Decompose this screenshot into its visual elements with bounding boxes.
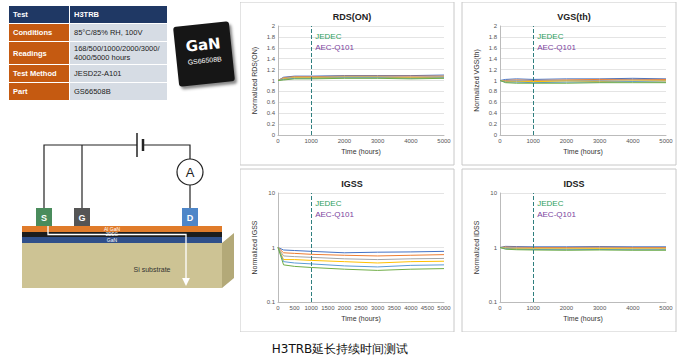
svg-text:2: 2	[272, 23, 276, 29]
svg-text:10: 10	[490, 190, 497, 196]
svg-text:4500: 4500	[421, 305, 435, 311]
svg-text:0: 0	[494, 132, 498, 138]
svg-text:10: 10	[268, 190, 275, 196]
html-text:JESD22-A101: JESD22-A101	[74, 69, 122, 78]
svg-text:3000: 3000	[593, 305, 607, 311]
svg-text:1.8: 1.8	[267, 34, 276, 40]
svg-text:VGS(th): VGS(th)	[557, 12, 591, 22]
svg-text:0.6: 0.6	[267, 99, 276, 105]
html-text:Readings: Readings	[13, 48, 47, 58]
svg-text:3000: 3000	[593, 138, 607, 144]
svg-text:1: 1	[494, 78, 498, 84]
html-text:GS66508B: GS66508B	[74, 87, 111, 96]
svg-text:D: D	[187, 213, 194, 223]
svg-text:Time (hours): Time (hours)	[563, 315, 602, 323]
svg-text:JEDEC: JEDEC	[315, 199, 341, 208]
svg-text:0: 0	[272, 132, 276, 138]
svg-text:AEC-Q101: AEC-Q101	[315, 43, 354, 52]
svg-text:Normalized VGS(th): Normalized VGS(th)	[473, 49, 481, 112]
html-text:H3TRB: H3TRB	[74, 10, 99, 19]
svg-text:Normalized IDSS: Normalized IDSS	[473, 220, 480, 274]
svg-text:GaN: GaN	[107, 237, 118, 243]
svg-text:S: S	[41, 213, 47, 223]
svg-text:0.4: 0.4	[267, 110, 276, 116]
svg-text:2000: 2000	[560, 138, 574, 144]
svg-text:0.2: 0.2	[489, 121, 498, 127]
svg-text:1500: 1500	[321, 305, 335, 311]
svg-text:1: 1	[494, 245, 498, 251]
svg-text:JEDEC: JEDEC	[537, 199, 563, 208]
svg-text:Normalized RDS(ON): Normalized RDS(ON)	[251, 47, 259, 114]
svg-text:0.6: 0.6	[489, 99, 498, 105]
html-text:GS66508B: GS66508B	[187, 55, 223, 66]
html-text:Conditions: Conditions	[13, 28, 53, 37]
svg-text:0.2: 0.2	[267, 121, 276, 127]
svg-text:5000: 5000	[437, 305, 451, 311]
svg-text:IGSS: IGSS	[341, 179, 363, 189]
svg-text:1.6: 1.6	[489, 45, 498, 51]
svg-text:IDSS: IDSS	[563, 179, 584, 189]
svg-text:AEC-Q101: AEC-Q101	[315, 210, 354, 219]
svg-text:2000: 2000	[560, 305, 574, 311]
svg-text:1.4: 1.4	[267, 56, 276, 62]
svg-text:0: 0	[498, 305, 502, 311]
svg-text:RDS(ON): RDS(ON)	[333, 12, 372, 22]
svg-text:1: 1	[272, 245, 276, 251]
svg-text:AEC-Q101: AEC-Q101	[537, 43, 576, 52]
svg-text:1000: 1000	[305, 138, 319, 144]
svg-text:0.1: 0.1	[267, 299, 276, 305]
svg-text:Time (hours): Time (hours)	[341, 315, 380, 323]
svg-text:4000: 4000	[626, 138, 640, 144]
html-text:85°C/85% RH, 100V: 85°C/85% RH, 100V	[74, 28, 143, 37]
html-text:Part: Part	[13, 87, 28, 96]
svg-text:5000: 5000	[437, 138, 451, 144]
svg-text:2000: 2000	[338, 305, 352, 311]
svg-text:1: 1	[272, 78, 276, 84]
svg-text:JEDEC: JEDEC	[537, 32, 563, 41]
svg-text:Time (hours): Time (hours)	[563, 148, 602, 156]
svg-text:3000: 3000	[371, 138, 385, 144]
svg-text:A: A	[186, 165, 195, 180]
svg-text:0: 0	[498, 138, 502, 144]
svg-text:0: 0	[276, 138, 280, 144]
svg-text:1.4: 1.4	[489, 56, 498, 62]
svg-text:1.2: 1.2	[489, 67, 498, 73]
svg-text:JEDEC: JEDEC	[315, 32, 341, 41]
svg-text:500: 500	[290, 305, 301, 311]
svg-text:Si substrate: Si substrate	[134, 266, 171, 273]
svg-text:5000: 5000	[659, 138, 673, 144]
html-text:Test: Test	[13, 10, 28, 19]
svg-text:2000: 2000	[338, 138, 352, 144]
svg-text:3000: 3000	[371, 305, 385, 311]
svg-text:G: G	[78, 213, 85, 223]
html-text:168/500/1000/2000/3000/4000/50: 168/500/1000/2000/3000/4000/5000 hours	[74, 44, 160, 62]
html-text:GaN: GaN	[184, 34, 222, 56]
svg-text:1000: 1000	[305, 305, 319, 311]
svg-text:0.8: 0.8	[267, 88, 276, 94]
svg-text:4000: 4000	[404, 305, 418, 311]
svg-text:4000: 4000	[404, 138, 418, 144]
html-text:Test Method: Test Method	[13, 69, 57, 78]
svg-text:0.8: 0.8	[489, 88, 498, 94]
svg-text:2500: 2500	[354, 305, 368, 311]
svg-text:1.8: 1.8	[489, 34, 498, 40]
svg-text:3500: 3500	[388, 305, 402, 311]
svg-text:Al GaN: Al GaN	[103, 226, 121, 232]
svg-text:5000: 5000	[659, 305, 673, 311]
svg-text:0: 0	[276, 305, 280, 311]
svg-text:1.2: 1.2	[267, 67, 276, 73]
svg-text:0.1: 0.1	[489, 299, 498, 305]
svg-text:2: 2	[494, 23, 498, 29]
svg-text:Normalized IGSS: Normalized IGSS	[251, 220, 258, 274]
svg-text:1000: 1000	[527, 138, 541, 144]
svg-text:0.4: 0.4	[489, 110, 498, 116]
svg-text:Time (hours): Time (hours)	[341, 148, 380, 156]
svg-text:1000: 1000	[527, 305, 541, 311]
svg-text:AEC-Q101: AEC-Q101	[537, 210, 576, 219]
html-text:H3TRB延长持续时间测试: H3TRB延长持续时间测试	[271, 342, 409, 356]
svg-text:4000: 4000	[626, 305, 640, 311]
svg-text:1.6: 1.6	[267, 45, 276, 51]
